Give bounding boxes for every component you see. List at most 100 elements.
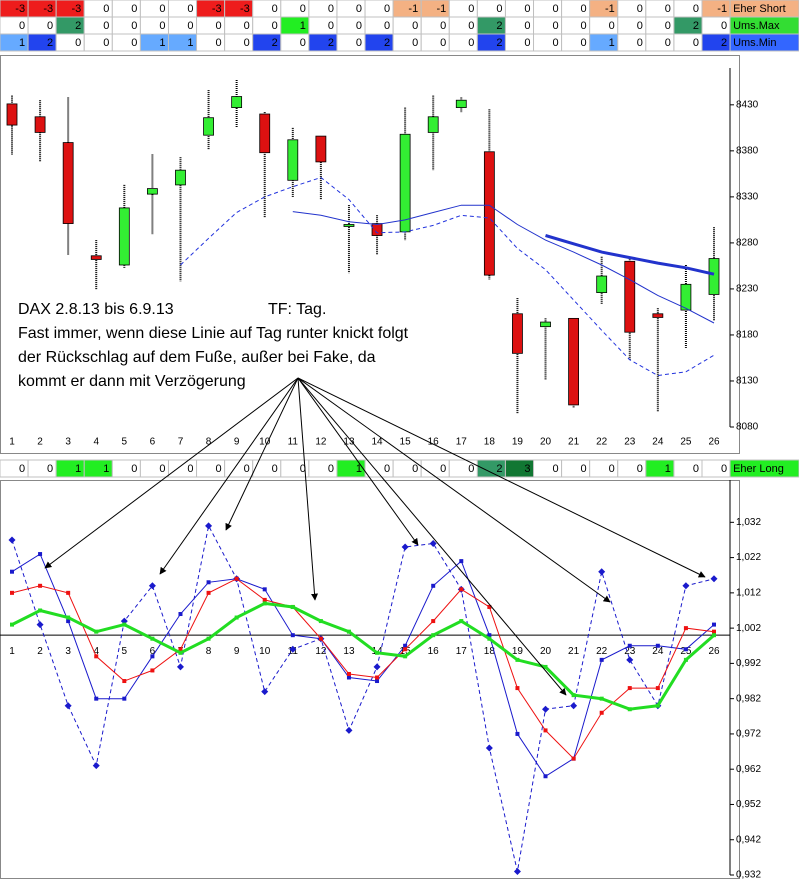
cell-value: 0: [581, 37, 587, 49]
cell-value: 1: [665, 463, 671, 475]
marker: [487, 604, 492, 609]
marker: [543, 728, 548, 733]
cell-value: 0: [47, 463, 53, 475]
cell-value: 0: [216, 463, 222, 475]
marker: [262, 597, 267, 602]
cell-value: 0: [440, 37, 446, 49]
marker: [262, 587, 267, 592]
candle-body: [540, 321, 551, 328]
cell-value: 0: [300, 37, 306, 49]
arrow: [297, 377, 319, 601]
marker: [10, 590, 14, 595]
cell-value: 0: [131, 20, 137, 32]
x-tick-label: 18: [484, 437, 496, 448]
cell-value: 0: [693, 463, 699, 475]
cell-value: 0: [412, 463, 418, 475]
cell-value: 0: [552, 37, 558, 49]
candle-body: [34, 116, 46, 133]
x-tick-label: 13: [343, 437, 355, 448]
marker: [655, 686, 660, 691]
series-line: [11, 553, 715, 777]
x-tick-label: 17: [456, 437, 468, 448]
x-tick-label: 21: [568, 437, 580, 448]
cell-value: 1: [300, 20, 306, 32]
candle-body: [315, 135, 327, 163]
cell-value: 1: [19, 37, 25, 49]
marker: [346, 629, 351, 634]
y-tick-label: 8180: [736, 330, 759, 341]
chart-frame: [0, 55, 740, 454]
arrow: [225, 377, 299, 531]
cell-value: 0: [244, 20, 250, 32]
x-tick-label: 26: [708, 437, 720, 448]
cell-value: 0: [272, 463, 278, 475]
cell-value: 0: [328, 3, 334, 15]
cell-value: 0: [524, 20, 530, 32]
marker: [543, 664, 548, 669]
annotation-line: Fast immer, wenn diese Linie auf Tag run…: [18, 325, 409, 342]
cell-value: 2: [75, 20, 81, 32]
cell-value: 2: [496, 463, 502, 475]
candle-body: [343, 224, 355, 227]
marker: [627, 643, 632, 648]
candle-body: [62, 142, 74, 224]
marker: [10, 569, 14, 574]
marker: [290, 604, 295, 609]
cell-value: 0: [19, 463, 25, 475]
cell-value: -1: [717, 3, 727, 15]
candle-body: [596, 275, 608, 294]
cell-value: 0: [328, 20, 334, 32]
cell-value: 0: [47, 20, 53, 32]
y-tick-label: 1,022: [736, 552, 761, 563]
marker: [66, 619, 71, 624]
candle-body: [259, 113, 271, 154]
marker: [234, 576, 239, 581]
arrow: [297, 377, 567, 696]
x-tick-label: 17: [456, 646, 468, 657]
row-label: Eher Short: [733, 3, 786, 15]
cell-value: 2: [47, 37, 53, 49]
marker: [150, 654, 155, 659]
marker: [38, 583, 43, 588]
arrow: [297, 377, 706, 578]
marker: [598, 568, 606, 576]
marker: [515, 686, 520, 691]
candle-body: [175, 169, 186, 186]
marker: [122, 696, 127, 701]
marker: [515, 657, 520, 662]
cell-value: 0: [693, 37, 699, 49]
cell-value: 0: [131, 463, 137, 475]
x-tick-label: 9: [234, 646, 240, 657]
marker: [712, 622, 716, 627]
cell-value: 0: [131, 3, 137, 15]
cell-value: -1: [408, 3, 418, 15]
cell-value: 2: [496, 37, 502, 49]
cell-value: 0: [75, 37, 81, 49]
marker: [38, 552, 43, 557]
cell-value: 0: [300, 463, 306, 475]
cell-value: 0: [244, 463, 250, 475]
cell-value: 0: [272, 20, 278, 32]
arrow: [297, 377, 419, 546]
x-tick-label: 19: [512, 646, 524, 657]
marker: [683, 657, 688, 662]
label-cell: [729, 459, 799, 478]
candle-body: [652, 313, 664, 318]
marker: [205, 522, 213, 530]
marker: [92, 762, 100, 770]
cell-value: 0: [581, 463, 587, 475]
cell-value: 0: [131, 37, 137, 49]
marker: [403, 654, 408, 659]
cell-value: 0: [637, 463, 643, 475]
cell-value: 0: [721, 20, 727, 32]
candle-body: [146, 188, 158, 195]
series-line: [11, 578, 715, 760]
annotation-line: TF: Tag.: [268, 301, 326, 318]
candle-body: [512, 313, 523, 354]
marker: [710, 575, 718, 583]
x-tick-label: 2: [37, 437, 43, 448]
series-line: [545, 234, 715, 276]
marker: [346, 671, 351, 676]
